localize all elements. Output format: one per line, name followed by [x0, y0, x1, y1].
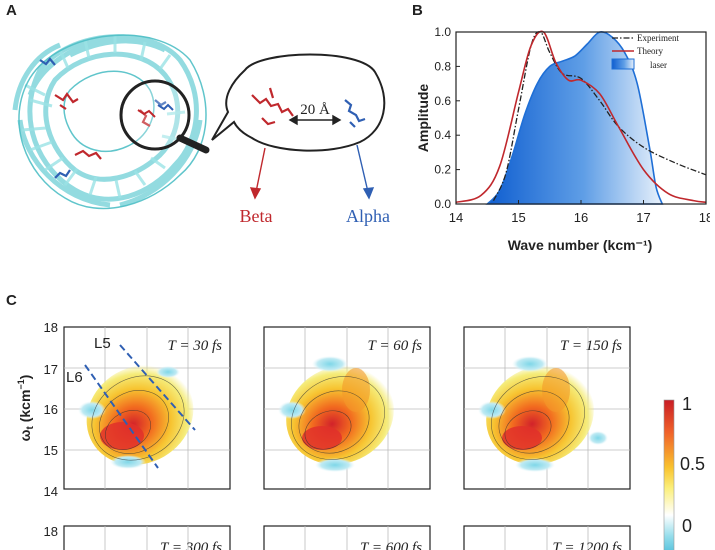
x-tick-label: 16	[574, 210, 588, 225]
spectrum-lines	[455, 30, 707, 204]
panel-a-letter: A	[6, 2, 17, 19]
colorbar-tick-1: 1	[682, 394, 692, 414]
l6-line	[84, 364, 159, 469]
theory-line	[455, 30, 707, 204]
panel-b-letter: B	[412, 2, 423, 19]
subplot-label-t30: T = 30 fs	[168, 338, 223, 354]
y-tick-label: 0.4	[434, 128, 451, 142]
y-tick-18-row2: 18	[44, 524, 58, 539]
y-tick-label: 0.8	[434, 59, 451, 73]
subplot-label-t600: T = 600 fs	[360, 540, 422, 550]
protein-ribbon-outer	[18, 34, 207, 210]
panel-a-figure: 20 Å Beta Alpha	[12, 34, 390, 226]
laser-area	[485, 30, 664, 205]
spectrum-subplot-t600: T = 600 fs	[263, 525, 431, 550]
spectrum-subplot-t150: T = 150 fs	[463, 326, 631, 490]
colorbar-tick-0.5: 0.5	[680, 454, 705, 474]
panel-c-figure: ωt (kcm−1) 18 17 16 15 14 18 L5 L6 T = 3…	[16, 320, 705, 550]
beta-arrow	[249, 147, 266, 200]
legend: Experiment Theory laser	[611, 33, 679, 70]
colorbar: 1 0.5 0	[663, 394, 705, 550]
x-axis-label: Wave number (kcm⁻¹)	[508, 237, 653, 253]
x-tick-label: 14	[449, 210, 463, 225]
alpha-label: Alpha	[346, 206, 390, 226]
l6-label: L6	[66, 369, 83, 386]
beta-pigment-zoom	[251, 87, 294, 126]
y-tick-16: 16	[44, 402, 58, 417]
y-tick-label: 0.6	[434, 94, 451, 108]
y-tick-label: 0.0	[434, 197, 451, 211]
subplot-label-t1200: T = 1200 fs	[553, 540, 623, 550]
panel-c-y-ticks: 18 17 16 15 14 18	[44, 320, 58, 539]
spectrum-subplot-t30: L5 L6 T = 30 fs	[63, 326, 231, 490]
panel-c-letter: C	[6, 292, 17, 309]
legend-theory-label: Theory	[637, 46, 663, 56]
legend-laser-label: laser	[650, 60, 667, 70]
legend-laser-swatch	[611, 58, 635, 70]
y-tick-14: 14	[44, 484, 58, 499]
magnifier-icon	[119, 79, 210, 154]
experiment-line	[492, 31, 707, 201]
y-tick-label: 0.2	[434, 163, 451, 177]
x-tick-label: 15	[511, 210, 525, 225]
x-tick-label: 18	[699, 210, 710, 225]
y-tick-15: 15	[44, 443, 58, 458]
subplot-label-t60: T = 60 fs	[368, 338, 423, 354]
beta-label: Beta	[240, 206, 273, 226]
speech-bubble	[211, 53, 386, 152]
x-ticks: 14 15 16 17 18	[449, 200, 710, 225]
legend-experiment-label: Experiment	[637, 33, 679, 43]
spectrum-subplot-t1200: T = 1200 fs	[463, 525, 631, 550]
laser-series	[485, 30, 664, 205]
subplot-label-t150: T = 150 fs	[560, 338, 622, 354]
alpha-pigments	[39, 57, 167, 179]
alpha-arrow	[356, 144, 375, 200]
l5-label: L5	[94, 335, 111, 352]
y-tick-label: 1.0	[434, 25, 451, 39]
colorbar-tick-0: 0	[682, 516, 692, 536]
l5-line	[119, 344, 196, 431]
protein-ribbon-strands	[21, 35, 186, 199]
absorption-spectrum-chart: 14 15 16 17 18 0.0 0.2 0.4 0.6 0.8 1.0 Wave numbe…	[415, 25, 710, 253]
subplot-label-t300: T = 300 fs	[160, 540, 222, 550]
y-tick-17: 17	[44, 362, 58, 377]
distance-label: 20 Å	[300, 102, 330, 118]
panel-c-y-axis-label: ωt (kcm−1)	[16, 375, 36, 442]
y-tick-18: 18	[44, 320, 58, 335]
y-axis-label: Amplitude	[415, 84, 431, 153]
y-ticks: 0.0 0.2 0.4 0.6 0.8 1.0	[434, 25, 460, 211]
alpha-pigment-zoom	[344, 99, 366, 128]
x-tick-label: 17	[636, 210, 650, 225]
distance-arrow	[288, 114, 342, 126]
protein-ribbon-ring	[12, 34, 203, 208]
spectrum-subplot-t60: T = 60 fs	[263, 326, 431, 490]
spectrum-subplot-t300: T = 300 fs	[63, 525, 231, 550]
